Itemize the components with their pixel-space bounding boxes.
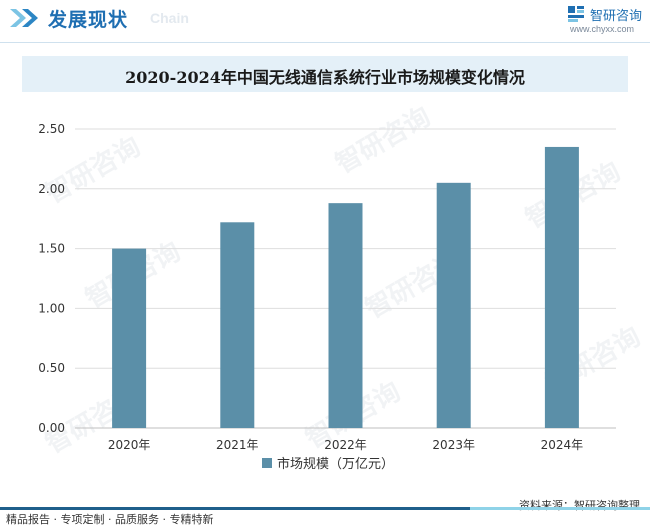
brand-logo-icon xyxy=(568,6,584,22)
bar-2021 xyxy=(220,222,255,428)
chart-title-band: 2020-2024年中国无线通信系统行业市场规模变化情况 xyxy=(22,56,628,92)
footer-tagline: 精品报告 · 专项定制 · 品质服务 · 专精特新 xyxy=(6,513,214,526)
y-tick-label: 1.00 xyxy=(38,301,65,315)
x-tick-label: 2020年 xyxy=(108,438,151,452)
header-divider xyxy=(0,42,650,43)
brand-url: www.chyxx.com xyxy=(570,24,635,34)
y-tick-label: 0.00 xyxy=(38,421,65,435)
y-tick-label: 1.50 xyxy=(38,242,65,256)
x-tick-label: 2023年 xyxy=(432,438,475,452)
section-title: 发展现状 xyxy=(48,9,129,31)
footer-divider xyxy=(0,507,650,510)
y-tick-label: 2.00 xyxy=(38,182,65,196)
page-header: 发展现状 Chain 智研咨询 www.chyxx.com xyxy=(0,0,650,43)
x-tick-label: 2021年 xyxy=(216,438,259,452)
x-tick-label: 2022年 xyxy=(324,438,367,452)
bar-2023 xyxy=(436,182,471,428)
y-tick-label: 2.50 xyxy=(38,122,65,136)
source-note: 资料来源：智研咨询整理 xyxy=(519,499,640,512)
brand-name: 智研咨询 xyxy=(590,9,643,24)
double-chevron-icon xyxy=(10,9,38,27)
section-subtitle: Chain xyxy=(150,10,189,26)
x-tick-label: 2024年 xyxy=(541,438,584,452)
legend-label: 市场规模（万亿元） xyxy=(277,456,394,472)
y-tick-label: 0.50 xyxy=(38,361,65,375)
bar-2024 xyxy=(544,146,579,428)
legend-swatch xyxy=(262,458,272,468)
bar-2020 xyxy=(112,248,147,428)
chart-title: 2020-2024年中国无线通信系统行业市场规模变化情况 xyxy=(125,68,525,87)
bar-chart: 0.00 0.50 1.00 1.50 2.00 2.50 2020年 2021年 2022年 2… xyxy=(38,122,616,472)
bar-2022 xyxy=(328,203,363,428)
